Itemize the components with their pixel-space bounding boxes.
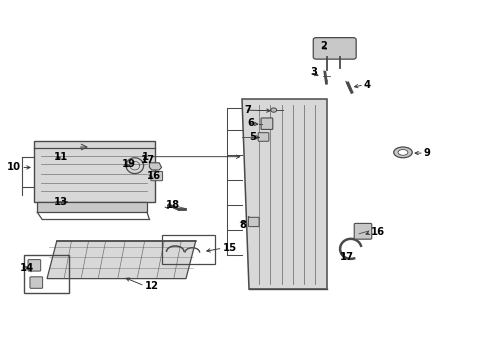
Text: 17: 17 — [141, 155, 155, 165]
Text: 18: 18 — [165, 200, 179, 210]
Text: 1: 1 — [142, 152, 149, 162]
Text: 16: 16 — [370, 227, 385, 237]
Text: 4: 4 — [363, 80, 370, 90]
Text: 11: 11 — [53, 152, 67, 162]
Bar — [37, 202, 147, 212]
Text: 8: 8 — [239, 220, 246, 230]
Text: 10: 10 — [7, 162, 21, 172]
Polygon shape — [47, 241, 195, 279]
Bar — [24, 255, 69, 293]
Text: 6: 6 — [246, 118, 253, 128]
FancyBboxPatch shape — [353, 224, 371, 239]
Text: 7: 7 — [244, 105, 251, 115]
Ellipse shape — [393, 147, 411, 158]
Text: 12: 12 — [144, 281, 158, 291]
FancyBboxPatch shape — [151, 171, 162, 181]
Bar — [34, 141, 155, 202]
Text: 13: 13 — [53, 197, 67, 207]
Text: 16: 16 — [147, 171, 161, 181]
Polygon shape — [149, 163, 161, 170]
FancyBboxPatch shape — [261, 118, 272, 130]
Text: 3: 3 — [310, 67, 317, 77]
Text: 15: 15 — [222, 243, 236, 253]
Text: 17: 17 — [339, 252, 353, 262]
FancyBboxPatch shape — [248, 217, 259, 226]
FancyBboxPatch shape — [258, 133, 268, 141]
Text: 14: 14 — [20, 263, 34, 273]
Text: 5: 5 — [249, 132, 256, 142]
FancyBboxPatch shape — [30, 277, 42, 288]
Text: 19: 19 — [122, 159, 135, 169]
Polygon shape — [242, 99, 327, 289]
Bar — [161, 235, 215, 264]
Circle shape — [270, 108, 276, 112]
FancyBboxPatch shape — [313, 38, 355, 59]
Text: 9: 9 — [423, 148, 430, 158]
FancyBboxPatch shape — [28, 260, 41, 271]
Ellipse shape — [397, 149, 407, 155]
Text: 2: 2 — [320, 41, 326, 50]
